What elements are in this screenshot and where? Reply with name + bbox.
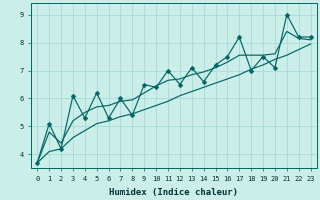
X-axis label: Humidex (Indice chaleur): Humidex (Indice chaleur) (109, 188, 238, 197)
